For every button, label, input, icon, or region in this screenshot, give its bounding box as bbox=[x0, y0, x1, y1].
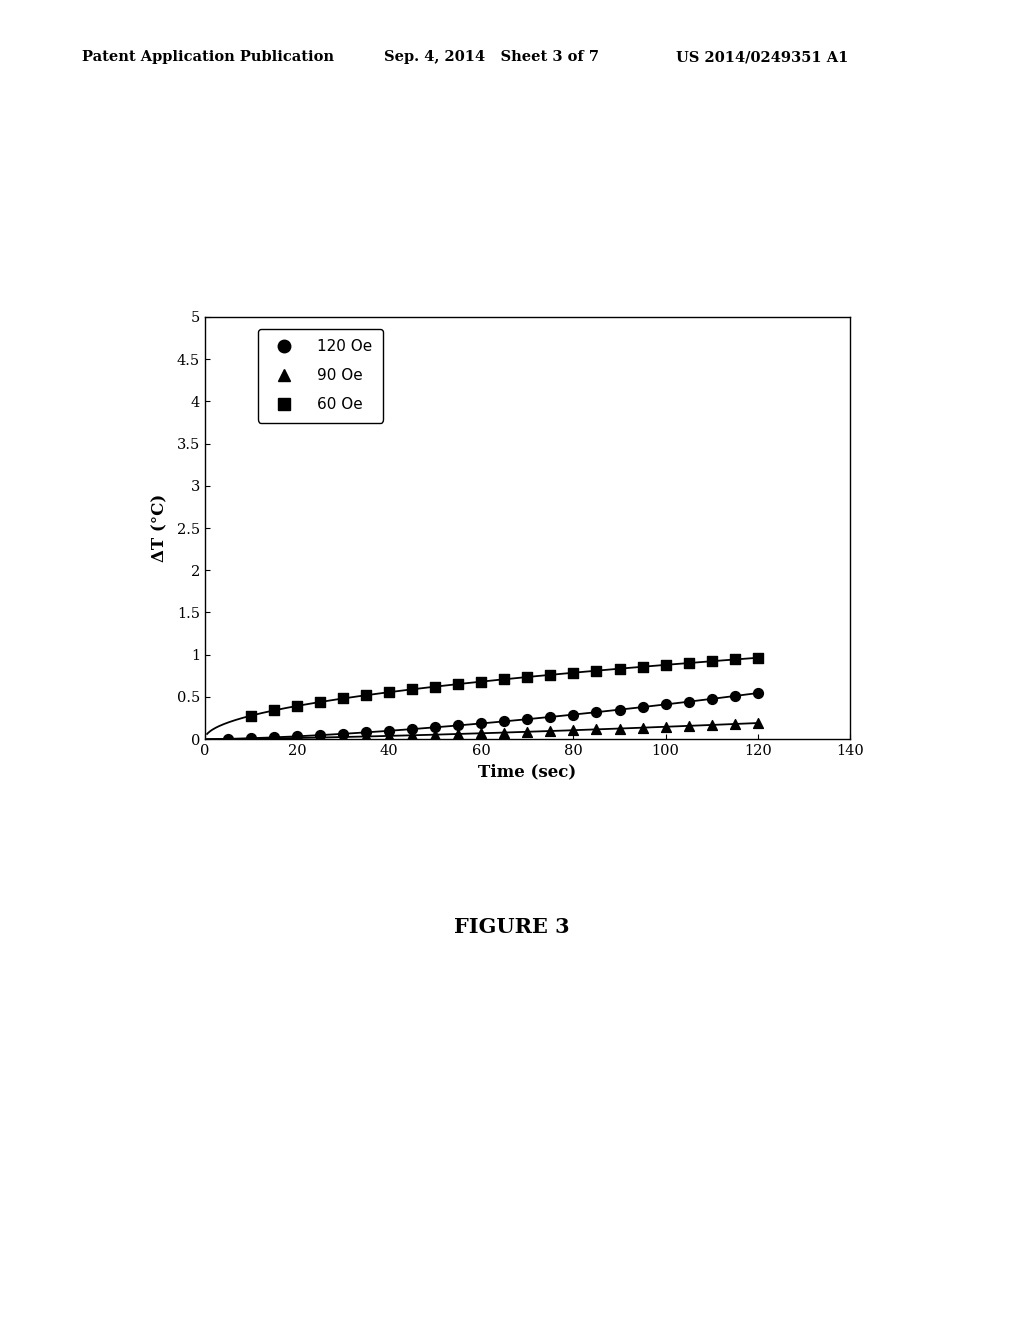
Point bbox=[427, 717, 443, 738]
Point bbox=[497, 722, 513, 743]
Point bbox=[266, 727, 283, 748]
Point bbox=[403, 678, 421, 700]
Point bbox=[703, 651, 720, 672]
Point bbox=[635, 697, 651, 718]
Point bbox=[519, 667, 536, 688]
Point bbox=[750, 682, 766, 704]
Point bbox=[519, 721, 536, 742]
Legend: 120 Oe, 90 Oe, 60 Oe: 120 Oe, 90 Oe, 60 Oe bbox=[258, 329, 383, 422]
Point bbox=[358, 722, 375, 743]
Point bbox=[611, 700, 628, 721]
Point bbox=[427, 725, 443, 746]
Point bbox=[451, 715, 467, 737]
Point bbox=[335, 688, 351, 709]
Point bbox=[243, 727, 259, 748]
Point bbox=[635, 717, 651, 738]
Point bbox=[289, 726, 305, 747]
Point bbox=[750, 713, 766, 734]
Point bbox=[403, 725, 421, 746]
Point bbox=[358, 726, 375, 747]
Point bbox=[519, 709, 536, 730]
Point bbox=[243, 705, 259, 726]
Point bbox=[358, 685, 375, 706]
Y-axis label: ΔT (°C): ΔT (°C) bbox=[152, 494, 168, 562]
Point bbox=[565, 719, 582, 741]
Point bbox=[497, 710, 513, 731]
Point bbox=[543, 721, 559, 742]
X-axis label: Time (sec): Time (sec) bbox=[478, 763, 577, 780]
Point bbox=[727, 649, 743, 671]
Text: FIGURE 3: FIGURE 3 bbox=[455, 917, 569, 937]
Point bbox=[565, 663, 582, 684]
Point bbox=[657, 655, 674, 676]
Point bbox=[611, 718, 628, 739]
Point bbox=[381, 726, 397, 747]
Point bbox=[588, 719, 604, 741]
Point bbox=[289, 727, 305, 748]
Point bbox=[681, 652, 697, 673]
Point bbox=[311, 725, 328, 746]
Point bbox=[335, 726, 351, 747]
Text: Patent Application Publication: Patent Application Publication bbox=[82, 50, 334, 65]
Point bbox=[588, 702, 604, 723]
Point bbox=[451, 723, 467, 744]
Point bbox=[403, 718, 421, 739]
Point bbox=[473, 723, 489, 744]
Point bbox=[588, 660, 604, 681]
Point bbox=[703, 714, 720, 735]
Point bbox=[473, 713, 489, 734]
Point bbox=[266, 727, 283, 748]
Point bbox=[681, 715, 697, 737]
Point bbox=[289, 696, 305, 717]
Point bbox=[543, 664, 559, 685]
Point bbox=[311, 692, 328, 713]
Point bbox=[243, 729, 259, 750]
Point bbox=[381, 721, 397, 742]
Point bbox=[657, 694, 674, 715]
Point bbox=[427, 676, 443, 697]
Point bbox=[611, 659, 628, 680]
Point bbox=[727, 713, 743, 734]
Point bbox=[750, 647, 766, 668]
Text: Sep. 4, 2014   Sheet 3 of 7: Sep. 4, 2014 Sheet 3 of 7 bbox=[384, 50, 599, 65]
Point bbox=[657, 717, 674, 738]
Point bbox=[219, 729, 236, 750]
Point bbox=[219, 729, 236, 750]
Point bbox=[543, 706, 559, 727]
Point bbox=[565, 704, 582, 725]
Point bbox=[311, 727, 328, 748]
Point bbox=[335, 723, 351, 744]
Point bbox=[381, 681, 397, 702]
Point bbox=[473, 671, 489, 692]
Point bbox=[451, 673, 467, 694]
Point bbox=[497, 669, 513, 690]
Point bbox=[266, 700, 283, 721]
Point bbox=[703, 688, 720, 709]
Point bbox=[727, 685, 743, 706]
Point bbox=[681, 692, 697, 713]
Point bbox=[635, 656, 651, 677]
Text: US 2014/0249351 A1: US 2014/0249351 A1 bbox=[676, 50, 848, 65]
